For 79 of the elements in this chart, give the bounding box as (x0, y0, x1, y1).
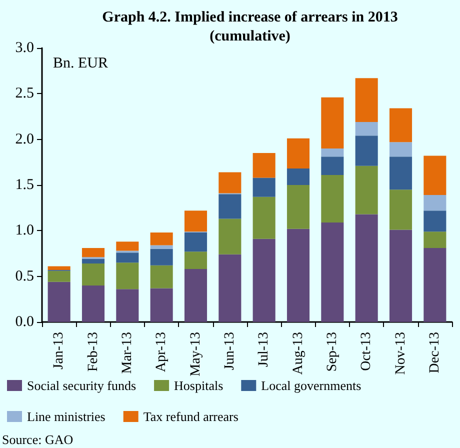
bar (424, 248, 446, 322)
chart-title: Graph 4.2. Implied increase of arrears in 2013 (cumulative) (102, 10, 398, 44)
bar (82, 264, 105, 286)
x-tick-label: Jul-13 (256, 332, 272, 367)
y-tick-label: 1.0 (15, 222, 34, 239)
y-tick-label: 3.0 (15, 40, 34, 56)
bar (116, 289, 139, 322)
bar (48, 266, 70, 270)
bar (424, 232, 446, 248)
bar (218, 194, 242, 219)
bar (321, 148, 344, 157)
bar (150, 248, 173, 266)
bar (286, 228, 310, 322)
x-tick-label: Sep-13 (324, 332, 340, 372)
legend-label: Line ministries (27, 409, 106, 424)
bar (116, 262, 139, 290)
x-tick-label: Oct-13 (359, 332, 374, 371)
bar (184, 269, 208, 322)
bar (355, 214, 378, 322)
bar (389, 230, 412, 322)
bar (252, 153, 276, 178)
bar (150, 245, 173, 249)
bar (82, 258, 105, 264)
x-tick-label: Dec-13 (427, 332, 442, 374)
y-tick-label: 1.5 (15, 177, 34, 193)
bar (286, 185, 310, 229)
bar (150, 265, 173, 288)
bar (321, 156, 344, 175)
bar (218, 172, 242, 194)
bar (355, 78, 378, 122)
bar (389, 108, 412, 142)
y-tick-label: 0.5 (15, 268, 34, 284)
y-tick-label: 0.0 (15, 314, 34, 330)
bar (424, 210, 446, 232)
x-tick-label: Feb-13 (86, 332, 101, 372)
legend-label: Hospitals (174, 378, 224, 393)
x-tick-label: Aug-13 (290, 332, 306, 375)
bar (355, 122, 378, 136)
bar (389, 190, 412, 230)
bar (218, 218, 242, 254)
bar (184, 210, 208, 232)
y-axis-title: Bn. EUR (53, 56, 108, 72)
y-tick-label: 2.5 (15, 86, 34, 102)
bar (252, 238, 276, 322)
bar (286, 138, 310, 169)
bar (389, 142, 412, 157)
bar (48, 270, 70, 282)
bar (252, 196, 276, 239)
x-tick-label: Mar-13 (120, 332, 135, 374)
x-tick-label: Apr-13 (154, 332, 170, 372)
bar (116, 252, 139, 263)
bar (150, 288, 173, 322)
source-note: Source: GAO (2, 432, 74, 447)
bar (424, 156, 446, 196)
bar (116, 242, 139, 251)
bar (321, 174, 344, 222)
bar (252, 178, 276, 197)
bar (218, 254, 242, 322)
x-tick-label: Jun-13 (222, 332, 238, 370)
bar (184, 252, 208, 270)
legend-label: Tax refund arrears (143, 409, 238, 424)
bar (82, 285, 105, 322)
x-tick-label: Jan-13 (52, 332, 67, 370)
y-tick-label: 2.0 (15, 131, 34, 148)
x-tick-label: Nov-13 (393, 332, 408, 375)
legend-label: Social security funds (27, 378, 136, 393)
bar (184, 232, 208, 252)
bar (389, 156, 412, 190)
bar (82, 248, 105, 258)
bar (424, 195, 446, 211)
bar (355, 136, 378, 166)
x-tick-label: May-13 (188, 332, 204, 376)
bar (150, 232, 173, 246)
bar (321, 97, 344, 148)
bar (286, 168, 310, 185)
bar (321, 222, 344, 322)
legend-label: Local governments (261, 378, 362, 393)
bar (48, 282, 70, 322)
bar (355, 166, 378, 214)
